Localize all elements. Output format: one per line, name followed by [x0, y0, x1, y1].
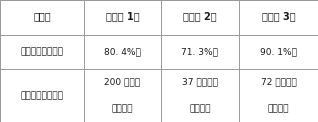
Text: 现衰减。: 现衰减。 [189, 104, 211, 113]
Text: 200 小时内: 200 小时内 [104, 78, 141, 86]
Text: 37 小时后出: 37 小时后出 [182, 78, 218, 86]
Text: 90. 1%。: 90. 1%。 [260, 47, 297, 56]
Text: 无衰减。: 无衰减。 [112, 104, 133, 113]
Text: 71. 3%。: 71. 3%。 [181, 47, 218, 56]
Text: 对比例 2。: 对比例 2。 [183, 11, 217, 21]
Text: 现衰减。: 现衰减。 [268, 104, 289, 113]
Text: 二硫化碳脱除率。: 二硫化碳脱除率。 [21, 47, 64, 56]
Text: 对比例 1。: 对比例 1。 [106, 11, 139, 21]
Text: 项目。: 项目。 [33, 11, 51, 21]
Text: 催化剂衰减情况。: 催化剂衰减情况。 [21, 91, 64, 100]
Text: 80. 4%。: 80. 4%。 [104, 47, 141, 56]
Text: 72 小时后出: 72 小时后出 [261, 78, 296, 86]
Text: 对比例 3。: 对比例 3。 [262, 11, 295, 21]
